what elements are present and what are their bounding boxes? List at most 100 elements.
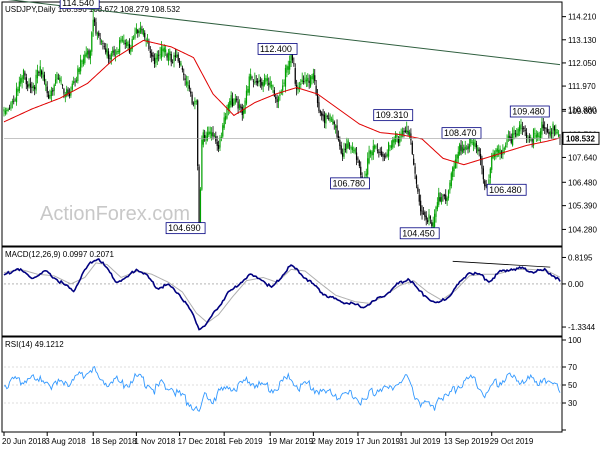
- rsi-line: [3, 365, 561, 413]
- candle-body: [390, 145, 392, 148]
- price-tick-label: 105.390: [568, 202, 597, 211]
- candle-body: [509, 135, 511, 139]
- candle-body: [88, 49, 90, 59]
- candle-body: [422, 213, 425, 214]
- candle-body: [54, 79, 57, 84]
- candle-body: [344, 148, 347, 150]
- candle-body: [347, 140, 349, 148]
- candle-body: [375, 146, 377, 148]
- x-tick-label: 3 Aug 2018: [45, 437, 86, 446]
- candle-body: [495, 149, 497, 158]
- candle-body: [124, 43, 126, 45]
- callout-box: [165, 222, 206, 235]
- candle-body: [127, 41, 129, 46]
- candle-body: [14, 99, 16, 101]
- candle-body: [21, 76, 23, 83]
- candle-body: [56, 74, 58, 80]
- candle-body: [191, 94, 193, 104]
- candle-body: [307, 77, 309, 82]
- candle-body: [139, 27, 142, 33]
- candle-body: [488, 179, 490, 188]
- callout-label: 104.450: [402, 228, 435, 238]
- candle-body: [534, 133, 536, 135]
- candle-body: [134, 33, 136, 38]
- candle-body: [318, 102, 320, 111]
- candle-body: [36, 70, 39, 79]
- candle-body: [452, 167, 454, 177]
- candle-body: [98, 32, 100, 36]
- candle-body: [15, 88, 18, 103]
- x-tick-label: 1 Nov 2018: [134, 437, 175, 446]
- candle-body: [479, 154, 482, 160]
- candle-body: [535, 134, 537, 138]
- candle-body: [60, 80, 62, 82]
- candle-body: [323, 114, 326, 123]
- candle-body: [99, 38, 101, 40]
- candle-body: [450, 173, 452, 187]
- macd-label: MACD(12,26,9) 0.0997 0.2071: [5, 250, 115, 259]
- candle-body: [241, 107, 243, 116]
- candle-body: [63, 89, 65, 94]
- candle-body: [433, 213, 436, 227]
- candle-body: [413, 158, 415, 165]
- candle-body: [213, 135, 216, 137]
- candle-body: [337, 135, 340, 140]
- candle-body: [75, 79, 78, 82]
- x-tick-label: 17 Dec 2018: [178, 437, 224, 446]
- candle-body: [453, 165, 455, 172]
- candle-body: [77, 68, 79, 81]
- callout-label: 109.310: [376, 110, 409, 120]
- candle-body: [216, 141, 218, 146]
- candle-body: [385, 155, 387, 157]
- callout-box: [373, 109, 414, 122]
- candle-body: [301, 79, 303, 82]
- candle-body: [365, 173, 367, 176]
- price-tick-label: 114.210: [568, 13, 597, 22]
- candle-body: [174, 55, 176, 57]
- candles: [3, 9, 561, 233]
- candle-body: [209, 131, 211, 134]
- candle-body: [53, 84, 55, 91]
- candle-body: [130, 47, 132, 52]
- candle-body: [382, 154, 384, 157]
- candle-body: [49, 95, 51, 99]
- candle-body: [144, 32, 146, 38]
- candle-body: [489, 168, 491, 179]
- candle-body: [173, 54, 175, 62]
- candle-body: [163, 47, 165, 53]
- candle-body: [190, 91, 192, 94]
- candle-body: [498, 149, 500, 154]
- candle-body: [220, 137, 222, 138]
- candle-body: [212, 132, 214, 137]
- candle-body: [132, 37, 135, 39]
- candle-body: [243, 109, 245, 115]
- candle-body: [424, 211, 426, 217]
- candle-body: [360, 166, 362, 176]
- x-tick-label: 13 Sep 2019: [444, 437, 490, 446]
- candle-body: [396, 135, 398, 138]
- callout-box: [399, 227, 440, 240]
- candle-body: [485, 185, 487, 187]
- candle-body: [397, 138, 399, 144]
- candle-body: [66, 88, 68, 96]
- candle-body: [322, 114, 324, 117]
- candle-body: [429, 216, 432, 219]
- candle-body: [250, 74, 252, 80]
- candle-body: [146, 39, 149, 42]
- x-tick-label: 18 Sep 2018: [91, 437, 137, 446]
- candle-body: [277, 97, 280, 102]
- candle-body: [537, 133, 539, 137]
- candle-body: [185, 81, 188, 85]
- candle-body: [418, 194, 420, 202]
- candle-body: [142, 29, 144, 35]
- candle-body: [538, 135, 540, 138]
- candle-body: [367, 158, 369, 175]
- candle-body: [95, 22, 97, 34]
- price-tick-label: 111.970: [568, 82, 596, 91]
- candle-body: [521, 128, 523, 130]
- candle-body: [513, 129, 515, 136]
- candle-body: [25, 77, 27, 85]
- candle-body: [342, 153, 344, 157]
- rsi-tick-label: 100: [568, 336, 582, 345]
- candle-body: [425, 215, 427, 220]
